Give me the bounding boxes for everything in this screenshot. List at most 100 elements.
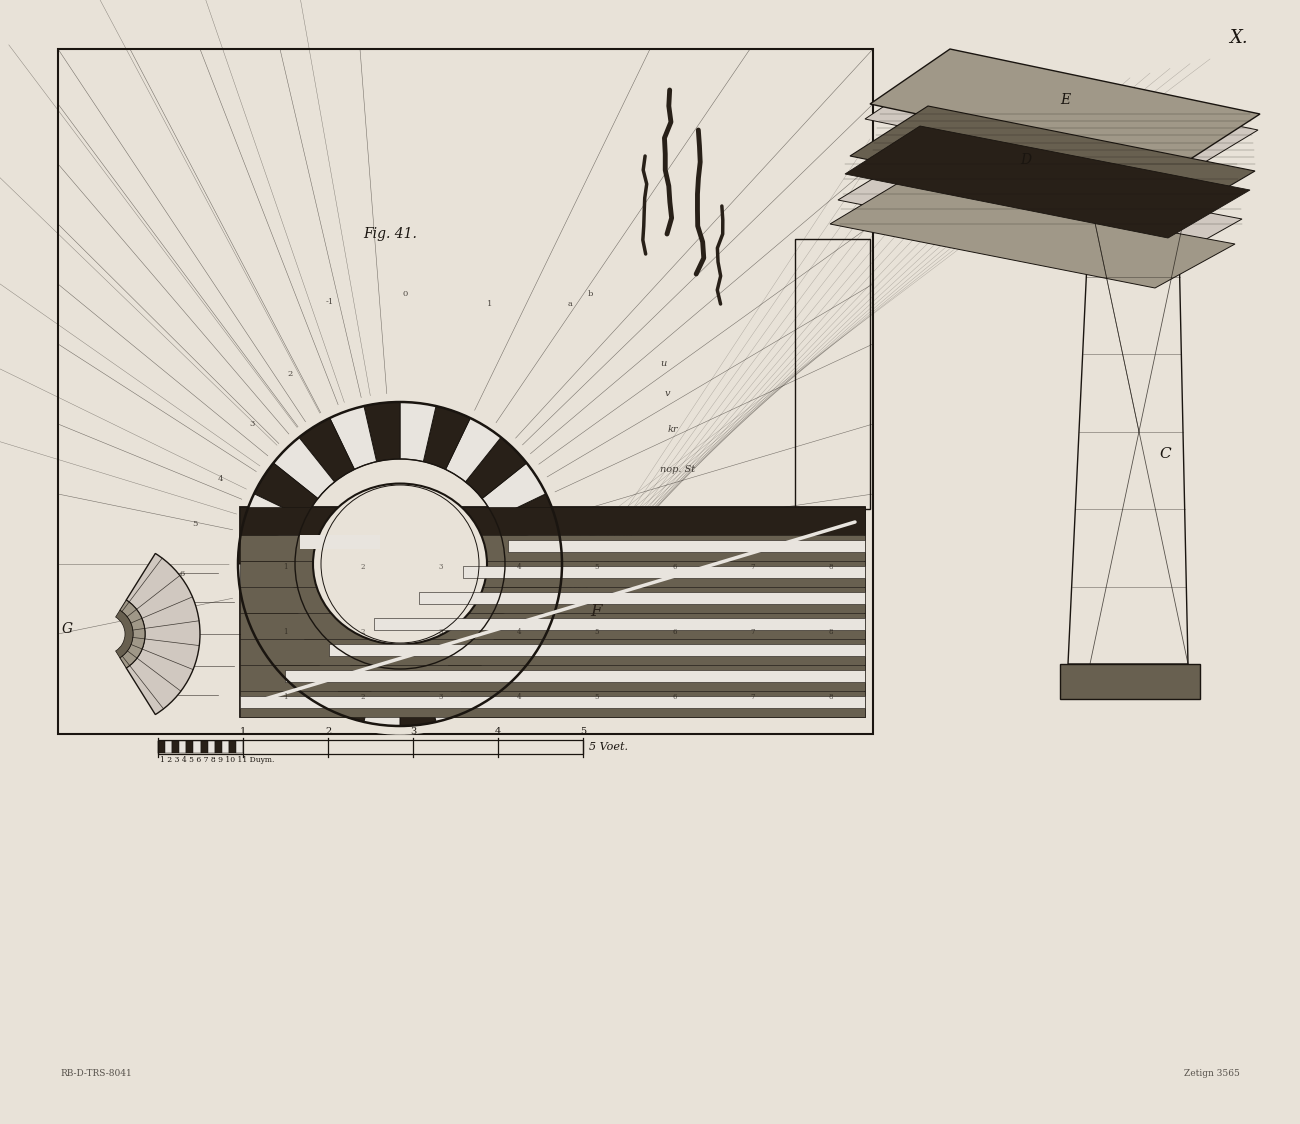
Circle shape <box>230 395 569 734</box>
Text: 4: 4 <box>517 694 521 701</box>
Text: 1: 1 <box>240 727 246 736</box>
Bar <box>200 741 208 753</box>
Wedge shape <box>400 667 436 726</box>
Bar <box>240 691 864 717</box>
Text: 2: 2 <box>361 694 365 701</box>
Bar <box>240 507 864 535</box>
Bar <box>240 561 864 587</box>
Bar <box>159 740 582 754</box>
Text: b: b <box>588 290 593 298</box>
Text: 8: 8 <box>829 563 833 571</box>
Wedge shape <box>254 463 318 518</box>
Wedge shape <box>242 588 306 634</box>
Text: 7: 7 <box>751 628 755 636</box>
Text: 6: 6 <box>673 694 677 701</box>
Text: 2: 2 <box>287 370 292 378</box>
Bar <box>222 741 229 753</box>
Bar <box>240 665 864 691</box>
Ellipse shape <box>1093 167 1173 197</box>
Text: 3: 3 <box>410 727 416 736</box>
Wedge shape <box>465 629 526 690</box>
Bar <box>374 618 864 629</box>
Bar <box>463 566 864 578</box>
Text: u: u <box>660 360 666 369</box>
Text: 5: 5 <box>595 694 599 701</box>
Bar <box>179 741 186 753</box>
Text: 5 Voet.: 5 Voet. <box>589 742 628 752</box>
Bar <box>240 587 864 613</box>
Bar <box>285 670 864 682</box>
Bar <box>300 535 380 549</box>
Wedge shape <box>273 437 334 499</box>
Text: 6: 6 <box>673 563 677 571</box>
Text: 0: 0 <box>403 290 408 298</box>
Polygon shape <box>850 106 1254 221</box>
Bar <box>240 507 864 717</box>
Wedge shape <box>502 528 562 564</box>
Text: 5: 5 <box>192 520 198 528</box>
Text: 8: 8 <box>829 694 833 701</box>
Wedge shape <box>330 659 377 722</box>
Text: 6: 6 <box>673 628 677 636</box>
Text: Fig. 41.: Fig. 41. <box>363 227 417 241</box>
Text: X.: X. <box>1230 29 1248 47</box>
Text: Zetign 3565: Zetign 3565 <box>1184 1070 1240 1079</box>
Bar <box>240 613 864 640</box>
Text: 1: 1 <box>283 563 287 571</box>
Wedge shape <box>494 588 558 634</box>
Text: RB-D-TRS-8041: RB-D-TRS-8041 <box>60 1070 131 1079</box>
Text: 3: 3 <box>439 694 443 701</box>
Bar <box>240 535 864 561</box>
Wedge shape <box>120 600 146 668</box>
Wedge shape <box>424 406 471 470</box>
Text: 4: 4 <box>495 727 500 736</box>
Wedge shape <box>364 402 400 462</box>
Text: 3: 3 <box>439 563 443 571</box>
Polygon shape <box>1060 664 1200 699</box>
Wedge shape <box>424 659 471 722</box>
Wedge shape <box>446 418 500 482</box>
Bar <box>508 541 864 552</box>
Text: 3: 3 <box>250 420 255 428</box>
Text: 5: 5 <box>580 727 586 736</box>
Text: C: C <box>1160 447 1171 461</box>
Ellipse shape <box>313 483 488 644</box>
Text: 5: 5 <box>595 628 599 636</box>
Text: 1: 1 <box>283 694 287 701</box>
Wedge shape <box>238 564 298 600</box>
Text: 1: 1 <box>488 300 493 308</box>
Polygon shape <box>864 66 1258 182</box>
Bar <box>165 741 172 753</box>
Text: 2: 2 <box>361 628 365 636</box>
Text: 4: 4 <box>517 563 521 571</box>
Bar <box>329 644 864 656</box>
Text: E: E <box>1060 93 1070 107</box>
Wedge shape <box>299 418 355 482</box>
Text: 7: 7 <box>751 694 755 701</box>
Polygon shape <box>845 126 1251 238</box>
Text: 8: 8 <box>829 628 833 636</box>
Text: 3: 3 <box>439 628 443 636</box>
Bar <box>419 592 864 604</box>
Text: v: v <box>666 390 671 399</box>
Bar <box>58 49 874 734</box>
Polygon shape <box>1069 199 1188 664</box>
Wedge shape <box>330 406 377 470</box>
Wedge shape <box>116 610 133 658</box>
Wedge shape <box>400 402 436 462</box>
Wedge shape <box>494 493 558 541</box>
Text: 6: 6 <box>179 570 185 578</box>
Text: 7: 7 <box>751 563 755 571</box>
Text: 5: 5 <box>595 563 599 571</box>
Polygon shape <box>838 156 1242 264</box>
Bar <box>235 741 243 753</box>
Text: -1: -1 <box>326 298 334 306</box>
Bar <box>796 239 870 509</box>
Text: 1: 1 <box>283 628 287 636</box>
Text: 2: 2 <box>361 563 365 571</box>
Wedge shape <box>126 553 200 715</box>
Text: a: a <box>568 300 572 308</box>
Bar <box>229 741 235 753</box>
Bar <box>159 741 165 753</box>
Text: 1 2 3 4 5 6 7 8 9 10 11 Duym.: 1 2 3 4 5 6 7 8 9 10 11 Duym. <box>160 756 274 764</box>
